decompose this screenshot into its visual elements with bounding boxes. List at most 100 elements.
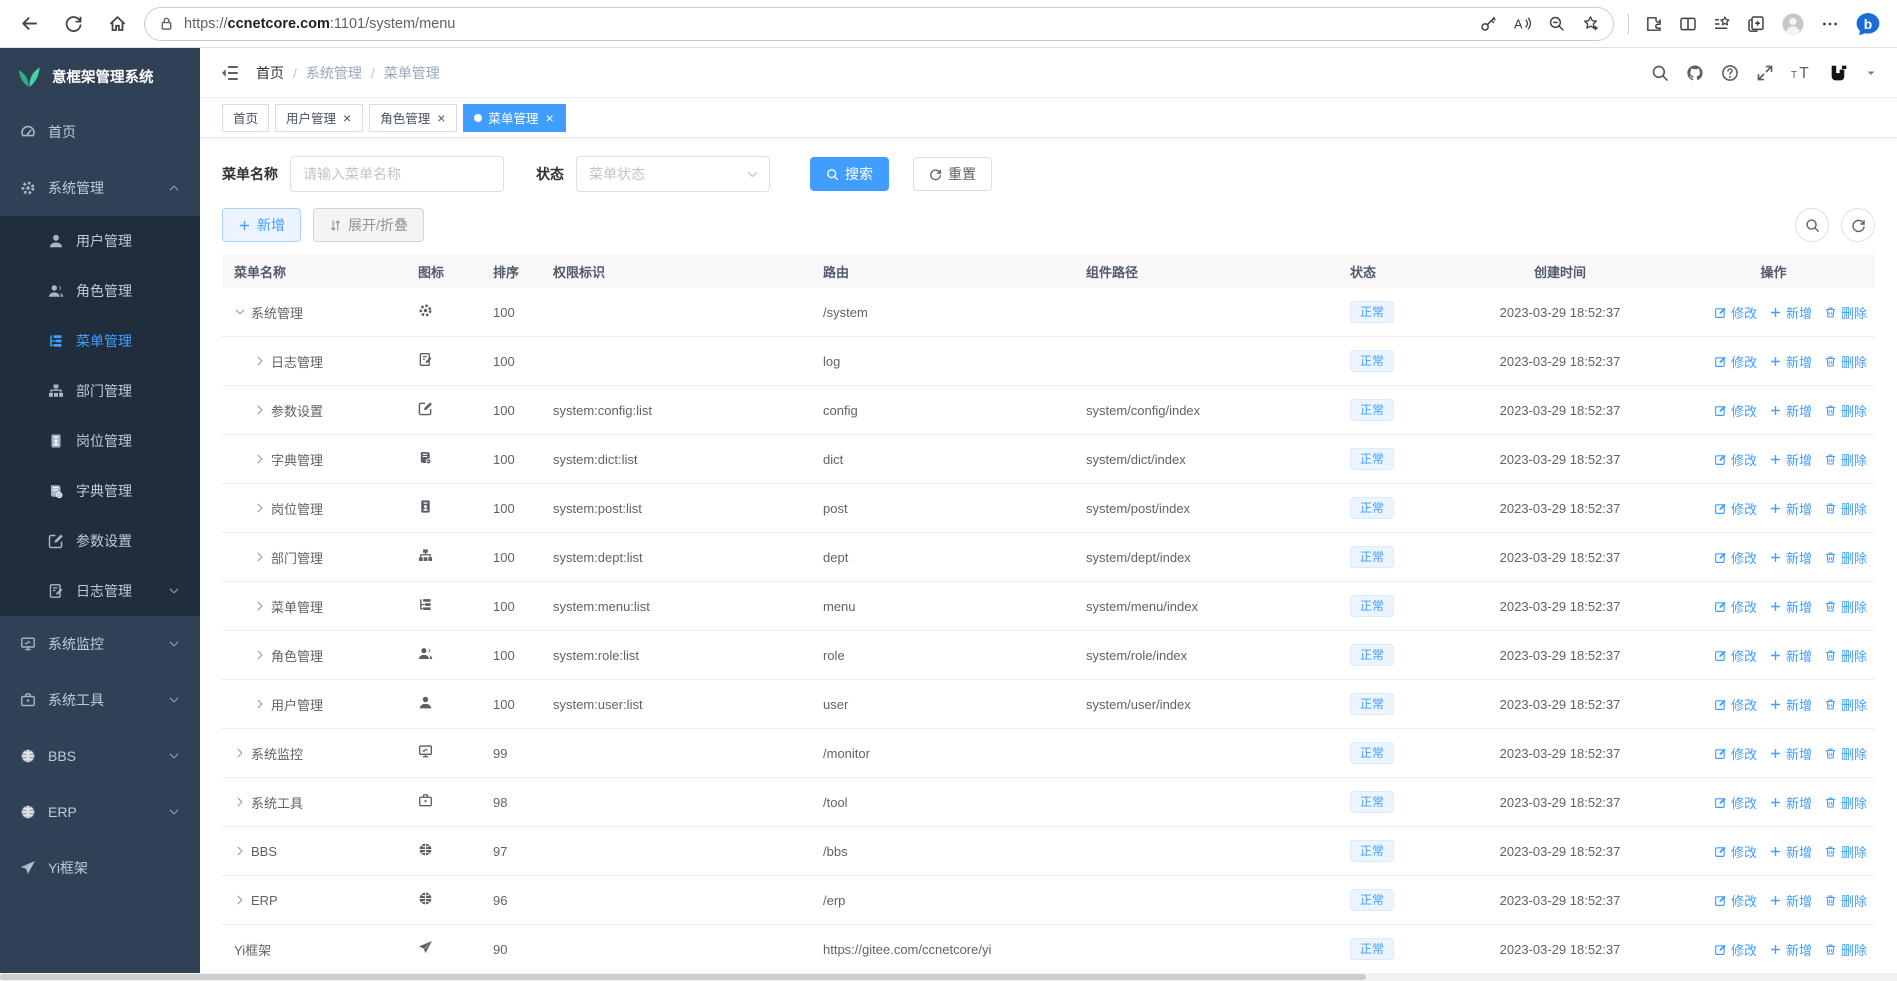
sidebar-item-user[interactable]: 用户管理 xyxy=(0,216,200,266)
chevron-right-icon[interactable] xyxy=(234,845,246,857)
scrollbar-thumb[interactable] xyxy=(0,974,1366,980)
zoom-out-icon[interactable] xyxy=(1548,15,1565,32)
sidebar-item-monitor[interactable]: 系统监控 xyxy=(0,616,200,672)
edit-link[interactable]: 修改 xyxy=(1714,793,1757,812)
chevron-right-icon[interactable] xyxy=(254,453,266,465)
app-logo[interactable]: 意框架管理系统 xyxy=(0,48,200,104)
close-icon[interactable]: × xyxy=(343,109,352,126)
sidebar-item-role[interactable]: 角色管理 xyxy=(0,266,200,316)
add-link[interactable]: 新增 xyxy=(1769,891,1812,910)
menu-name-input[interactable] xyxy=(290,156,504,192)
status-select[interactable]: 菜单状态 xyxy=(576,156,770,192)
add-link[interactable]: 新增 xyxy=(1769,940,1812,959)
sidebar-item-home[interactable]: 首页 xyxy=(0,104,200,160)
sidebar-item-bbs[interactable]: BBS xyxy=(0,728,200,784)
add-link[interactable]: 新增 xyxy=(1769,842,1812,861)
sidebar-item-yi[interactable]: Yi框架 xyxy=(0,840,200,896)
refresh-button[interactable] xyxy=(56,7,90,41)
chevron-right-icon[interactable] xyxy=(254,502,266,514)
chevron-right-icon[interactable] xyxy=(254,600,266,612)
edit-link[interactable]: 修改 xyxy=(1714,842,1757,861)
add-link[interactable]: 新增 xyxy=(1769,793,1812,812)
chevron-right-icon[interactable] xyxy=(254,404,266,416)
delete-link[interactable]: 删除 xyxy=(1824,744,1867,763)
add-link[interactable]: 新增 xyxy=(1769,499,1812,518)
delete-link[interactable]: 删除 xyxy=(1824,499,1867,518)
delete-link[interactable]: 删除 xyxy=(1824,842,1867,861)
header-search-icon[interactable] xyxy=(1651,64,1669,82)
edit-link[interactable]: 修改 xyxy=(1714,499,1757,518)
edit-link[interactable]: 修改 xyxy=(1714,695,1757,714)
edit-link[interactable]: 修改 xyxy=(1714,597,1757,616)
bing-chat-icon[interactable]: b xyxy=(1855,11,1881,37)
search-button[interactable]: 搜索 xyxy=(810,157,889,191)
horizontal-scrollbar[interactable] xyxy=(0,973,1897,981)
chevron-down-icon[interactable] xyxy=(234,306,246,318)
add-link[interactable]: 新增 xyxy=(1769,548,1812,567)
chevron-right-icon[interactable] xyxy=(254,698,266,710)
back-button[interactable] xyxy=(12,7,46,41)
favorite-star-icon[interactable] xyxy=(1582,15,1599,32)
url-text[interactable]: https://ccnetcore.com:1101/system/menu xyxy=(184,15,456,32)
add-link[interactable]: 新增 xyxy=(1769,450,1812,469)
sidebar-item-dict[interactable]: 字典管理 xyxy=(0,466,200,516)
delete-link[interactable]: 删除 xyxy=(1824,450,1867,469)
delete-link[interactable]: 删除 xyxy=(1824,597,1867,616)
delete-link[interactable]: 删除 xyxy=(1824,352,1867,371)
more-menu-icon[interactable] xyxy=(1821,15,1839,33)
question-icon[interactable] xyxy=(1721,64,1739,82)
caret-down-icon[interactable] xyxy=(1865,67,1877,79)
tab-user[interactable]: 用户管理 × xyxy=(275,103,364,132)
sidebar-collapse-icon[interactable] xyxy=(220,63,240,83)
tab-role[interactable]: 角色管理 × xyxy=(369,103,458,132)
split-screen-icon[interactable] xyxy=(1679,15,1697,33)
add-link[interactable]: 新增 xyxy=(1769,352,1812,371)
delete-link[interactable]: 删除 xyxy=(1824,401,1867,420)
add-button[interactable]: 新增 xyxy=(222,208,301,242)
sidebar-item-system[interactable]: 系统管理 xyxy=(0,160,200,216)
add-link[interactable]: 新增 xyxy=(1769,597,1812,616)
edit-link[interactable]: 修改 xyxy=(1714,401,1757,420)
close-icon[interactable]: × xyxy=(545,109,554,126)
edit-link[interactable]: 修改 xyxy=(1714,352,1757,371)
profile-avatar-icon[interactable] xyxy=(1781,12,1805,36)
add-link[interactable]: 新增 xyxy=(1769,695,1812,714)
sidebar-item-erp[interactable]: ERP xyxy=(0,784,200,840)
tab-collections-icon[interactable] xyxy=(1747,15,1765,33)
chevron-right-icon[interactable] xyxy=(254,355,266,367)
chevron-right-icon[interactable] xyxy=(234,747,246,759)
chevron-right-icon[interactable] xyxy=(234,796,246,808)
edit-link[interactable]: 修改 xyxy=(1714,646,1757,665)
add-link[interactable]: 新增 xyxy=(1769,646,1812,665)
address-bar[interactable]: https://ccnetcore.com:1101/system/menu A xyxy=(144,6,1614,41)
chevron-right-icon[interactable] xyxy=(254,649,266,661)
sidebar-item-config[interactable]: 参数设置 xyxy=(0,516,200,566)
delete-link[interactable]: 删除 xyxy=(1824,548,1867,567)
collections-icon[interactable] xyxy=(1713,15,1731,33)
breadcrumb-home[interactable]: 首页 xyxy=(256,64,284,81)
delete-link[interactable]: 删除 xyxy=(1824,695,1867,714)
sidebar-item-dept[interactable]: 部门管理 xyxy=(0,366,200,416)
delete-link[interactable]: 删除 xyxy=(1824,940,1867,959)
delete-link[interactable]: 删除 xyxy=(1824,891,1867,910)
extensions-icon[interactable] xyxy=(1645,15,1663,33)
user-avatar-logo[interactable] xyxy=(1830,64,1848,82)
edit-link[interactable]: 修改 xyxy=(1714,940,1757,959)
expand-collapse-button[interactable]: 展开/折叠 xyxy=(313,208,424,242)
chevron-right-icon[interactable] xyxy=(234,894,246,906)
sidebar-item-log[interactable]: 日志管理 xyxy=(0,566,200,616)
delete-link[interactable]: 删除 xyxy=(1824,793,1867,812)
tab-home[interactable]: 首页 xyxy=(222,103,270,132)
edit-link[interactable]: 修改 xyxy=(1714,303,1757,322)
edit-link[interactable]: 修改 xyxy=(1714,548,1757,567)
reset-button[interactable]: 重置 xyxy=(913,157,992,191)
home-button[interactable] xyxy=(100,7,134,41)
add-link[interactable]: 新增 xyxy=(1769,744,1812,763)
github-icon[interactable] xyxy=(1686,64,1704,82)
read-aloud-icon[interactable]: A xyxy=(1514,15,1531,32)
delete-link[interactable]: 删除 xyxy=(1824,303,1867,322)
chevron-right-icon[interactable] xyxy=(254,551,266,563)
edit-link[interactable]: 修改 xyxy=(1714,744,1757,763)
close-icon[interactable]: × xyxy=(437,109,446,126)
